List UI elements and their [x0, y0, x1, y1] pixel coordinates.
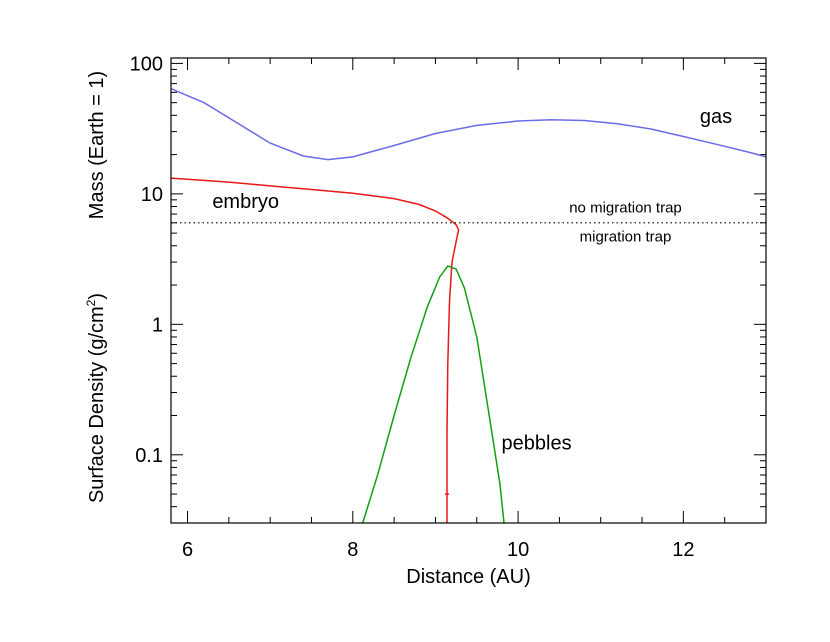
y-axis-title-superscript: 2 [84, 299, 98, 306]
series-line-embryo [170, 177, 460, 523]
x-tick-label: 12 [672, 539, 694, 561]
tick-labels: 6 8 10 12 0.1 1 10 100 [130, 53, 695, 561]
minor-ticks [171, 58, 766, 523]
y-axis-title-surface-density: Surface Density (g/cm2) [84, 293, 108, 503]
x-tick-label: 10 [507, 539, 529, 561]
series-layer [170, 88, 767, 524]
annotation-pebbles: pebbles [502, 432, 572, 454]
y-tick-label: 10 [141, 184, 163, 206]
series-line-pebbles [361, 265, 505, 524]
annotation-no-migration-trap: no migration trap [569, 199, 682, 216]
annotation-embryo: embryo [212, 191, 279, 213]
y-tick-label: 1 [152, 314, 163, 336]
annotation-gas: gas [700, 106, 732, 128]
y-tick-label: 0.1 [135, 445, 163, 467]
annotation-migration-trap: migration trap [580, 229, 672, 246]
series-line-gas [170, 88, 767, 161]
x-axis-title: Distance (AU) [406, 566, 530, 588]
x-tick-label: 6 [182, 539, 193, 561]
y-tick-label: 100 [130, 53, 163, 75]
x-tick-label: 8 [347, 539, 358, 561]
y-axis-title-close-paren: ) [86, 293, 108, 300]
major-ticks [171, 58, 766, 523]
plot-frame [170, 57, 767, 524]
y-axis-title-surface-density-main: Surface Density (g/cm [86, 306, 108, 503]
y-axis-title-mass: Mass (Earth = 1) [86, 71, 108, 219]
